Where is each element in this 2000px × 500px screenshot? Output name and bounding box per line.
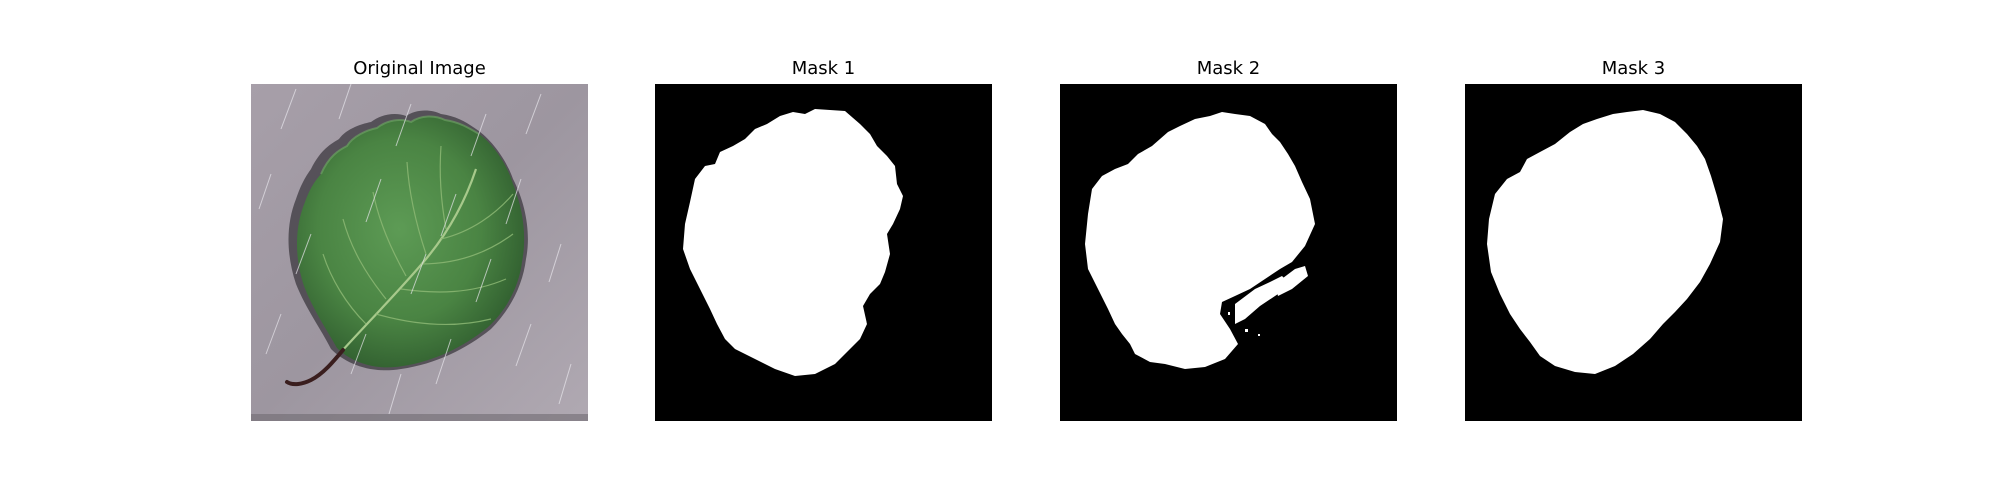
panel-original-image: Original Image [251, 57, 588, 422]
mask-speckles [1200, 292, 1260, 336]
panel-title: Mask 1 [791, 58, 856, 79]
mask-fragment [1275, 266, 1308, 296]
panel-title: Mask 3 [1601, 58, 1666, 79]
original-image [251, 84, 588, 421]
panel-title: Original Image [353, 58, 486, 79]
mask-1 [655, 84, 992, 421]
mask-3-image [1465, 84, 1802, 421]
panel-title: Mask 2 [1196, 58, 1261, 79]
leaf-photo [251, 84, 588, 421]
mask-notch [865, 276, 900, 324]
leaf-midrib [340, 168, 478, 353]
rain-streaks [258, 84, 572, 415]
panel-mask-3: Mask 3 [1465, 57, 1802, 422]
photo-bottom-edge [251, 414, 588, 421]
mask-3 [1465, 84, 1802, 421]
mask-foreground [1487, 110, 1723, 374]
mask-1-image [655, 84, 992, 421]
panel-mask-1: Mask 1 [655, 57, 992, 422]
leaf-edge [320, 115, 480, 175]
panel-mask-2: Mask 2 [1060, 57, 1397, 422]
leaf-body [296, 116, 525, 368]
leaf-veins [322, 145, 514, 326]
mask-2-image [1060, 84, 1397, 421]
mask-2 [1060, 84, 1397, 421]
leaf-stem [285, 348, 345, 387]
mask-foreground [683, 109, 903, 376]
mask-foreground [1085, 112, 1315, 369]
